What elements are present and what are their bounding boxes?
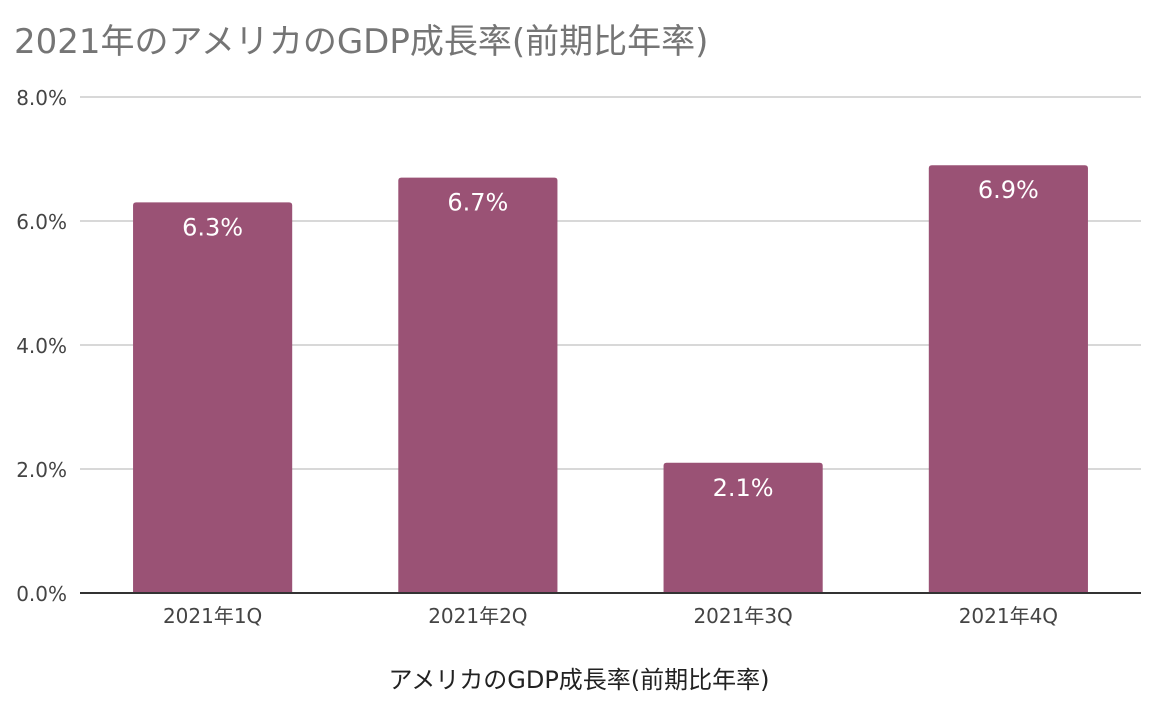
bar <box>398 177 558 593</box>
y-tick-label: 4.0% <box>16 334 67 358</box>
x-axis-title: アメリカのGDP成長率(前期比年率) <box>388 666 770 694</box>
y-tick-label: 2.0% <box>16 458 67 482</box>
bar-data-label: 2.1% <box>713 474 774 502</box>
bars <box>133 165 1088 593</box>
y-tick-label: 0.0% <box>16 582 67 606</box>
y-tick-label: 8.0% <box>16 86 67 110</box>
bar-data-label: 6.7% <box>447 189 508 217</box>
x-tick-label: 2021年3Q <box>693 604 792 628</box>
bar <box>133 202 293 593</box>
bar-data-labels: 6.3% 6.7% 2.1% 6.9% <box>182 176 1039 502</box>
bar <box>928 165 1088 593</box>
y-axis-tick-labels: 0.0% 2.0% 4.0% 6.0% 8.0% <box>16 86 67 606</box>
chart-title: 2021年のアメリカのGDP成長率(前期比年率) <box>14 22 709 62</box>
x-tick-label: 2021年1Q <box>163 604 262 628</box>
bar-data-label: 6.9% <box>978 176 1039 204</box>
bar <box>663 462 823 593</box>
y-tick-label: 6.0% <box>16 210 67 234</box>
x-tick-label: 2021年2Q <box>428 604 527 628</box>
bar-data-label: 6.3% <box>182 213 243 241</box>
x-tick-label: 2021年4Q <box>959 604 1058 628</box>
x-axis-tick-labels: 2021年1Q 2021年2Q 2021年3Q 2021年4Q <box>163 604 1058 628</box>
